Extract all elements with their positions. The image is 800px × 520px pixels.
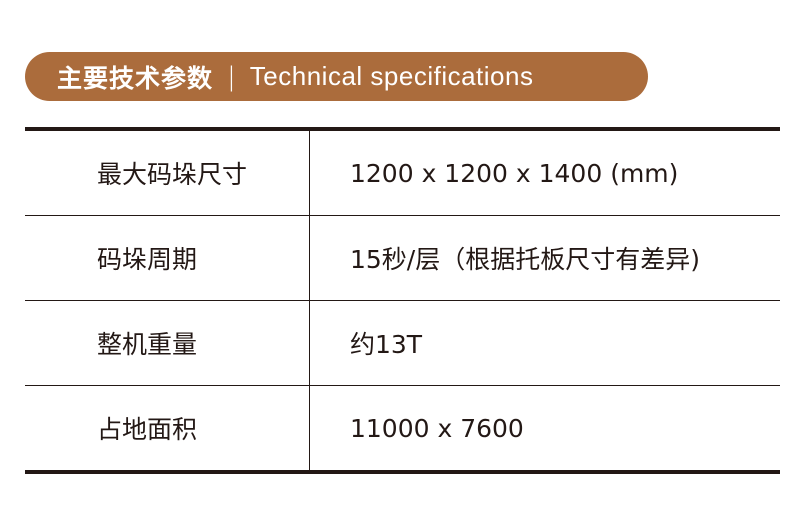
spec-value: 11000 x 7600: [350, 413, 524, 443]
spec-label: 占地面积: [25, 386, 310, 470]
spec-label: 最大码垛尺寸: [25, 131, 310, 215]
header-title-cn: 主要技术参数: [57, 63, 214, 93]
header-title-en: Technical specifications: [249, 61, 534, 91]
table-row: 占地面积 11000 x 7600: [25, 385, 780, 470]
header-separator: |: [227, 61, 236, 92]
spec-value: 约13T: [350, 330, 423, 359]
table-row: 整机重量 约13T: [25, 300, 780, 385]
table-row: 码垛周期 15秒/层（根据托板尺寸有差异): [25, 215, 780, 300]
spec-label: 码垛周期: [25, 216, 310, 300]
section-header: 主要技术参数 | Technical specifications: [25, 52, 648, 101]
spec-table: 最大码垛尺寸 1200 x 1200 x 1400 (mm) 码垛周期 15秒/层（…: [25, 127, 780, 474]
spec-label: 整机重量: [25, 301, 310, 385]
spec-value: 15秒/层（根据托板尺寸有差异): [350, 245, 700, 274]
table-row: 最大码垛尺寸 1200 x 1200 x 1400 (mm): [25, 131, 780, 215]
spec-value: 1200 x 1200 x 1400 (mm): [350, 158, 679, 188]
